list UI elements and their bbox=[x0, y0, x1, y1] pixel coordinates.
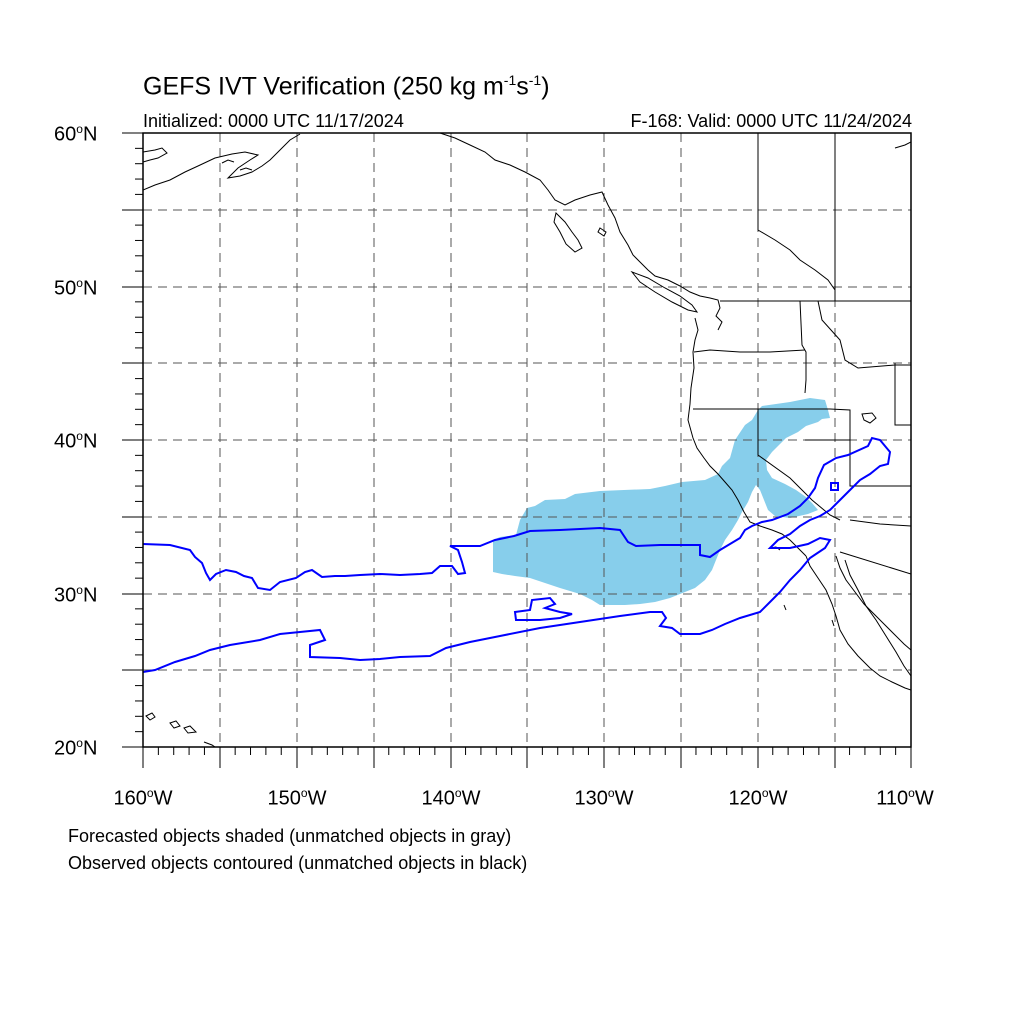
forecast-object-shade bbox=[493, 398, 830, 605]
graticule bbox=[143, 133, 911, 747]
lon-label-130: 130oW bbox=[574, 786, 634, 810]
minor-ticks bbox=[135, 147, 897, 755]
lat-label-40: 40oN bbox=[54, 429, 98, 453]
lat-label-20: 20oN bbox=[54, 736, 98, 760]
observed-object-contour bbox=[143, 436, 892, 673]
observed-object-contour bbox=[830, 482, 839, 491]
initialized-time: Initialized: 0000 UTC 11/17/2024 bbox=[143, 111, 404, 131]
axis-ticks bbox=[122, 132, 912, 768]
lon-label-120: 120oW bbox=[728, 786, 788, 810]
observed-objects bbox=[143, 436, 892, 673]
coastlines bbox=[143, 133, 911, 747]
plot-title: GEFS IVT Verification (250 kg m-1s-1) bbox=[143, 72, 550, 101]
lat-label-50: 50oN bbox=[54, 276, 98, 300]
lon-label-140: 140oW bbox=[421, 786, 481, 810]
lon-label-110: 110oW bbox=[876, 786, 934, 810]
lon-label-160: 160oW bbox=[113, 786, 173, 810]
valid-time: F-168: Valid: 0000 UTC 11/24/2024 bbox=[630, 111, 912, 131]
lat-label-60: 60oN bbox=[54, 122, 98, 146]
observed-object-contour bbox=[513, 596, 573, 621]
lon-label-150: 150oW bbox=[267, 786, 327, 810]
lat-label-30: 30oN bbox=[54, 583, 98, 607]
forecast-objects bbox=[493, 398, 830, 605]
caption-forecast: Forecasted objects shaded (unmatched obj… bbox=[68, 826, 512, 846]
caption-observed: Observed objects contoured (unmatched ob… bbox=[68, 853, 528, 873]
